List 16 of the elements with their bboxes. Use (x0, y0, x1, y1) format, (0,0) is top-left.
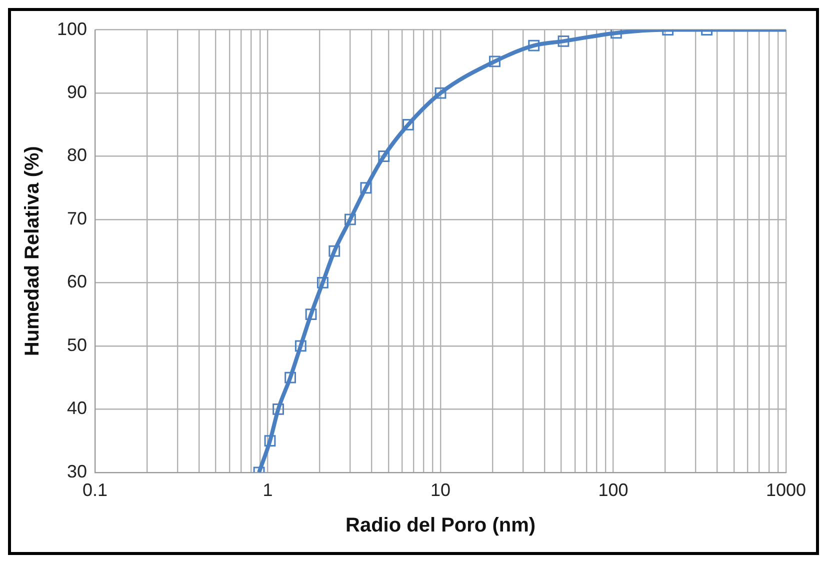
y-tick-label: 50 (67, 334, 88, 355)
x-tick-label: 0.1 (82, 480, 108, 500)
x-tick-label: 1 (262, 480, 273, 500)
y-tick-label: 30 (67, 461, 88, 482)
y-tick-label: 70 (67, 208, 88, 228)
y-tick-label: 90 (67, 82, 88, 102)
x-tick-label: 1000 (766, 480, 806, 500)
frame-border: Radio del Poro (nm) Humedad Relativa (%) 0.1 1 10 100 1000 30 40 50 60 70 80 90 100 (8, 8, 819, 555)
y-tick-label: 60 (67, 272, 88, 292)
y-tick-label: 80 (67, 145, 88, 166)
x-axis-title: Radio del Poro (nm) (346, 514, 536, 537)
y-tick-label: 100 (56, 18, 88, 39)
y-axis-title: Humedad Relativa (%) (22, 146, 44, 356)
x-tick-label: 10 (430, 480, 451, 500)
y-tick-label: 40 (67, 398, 88, 418)
x-tick-label: 100 (598, 480, 628, 500)
